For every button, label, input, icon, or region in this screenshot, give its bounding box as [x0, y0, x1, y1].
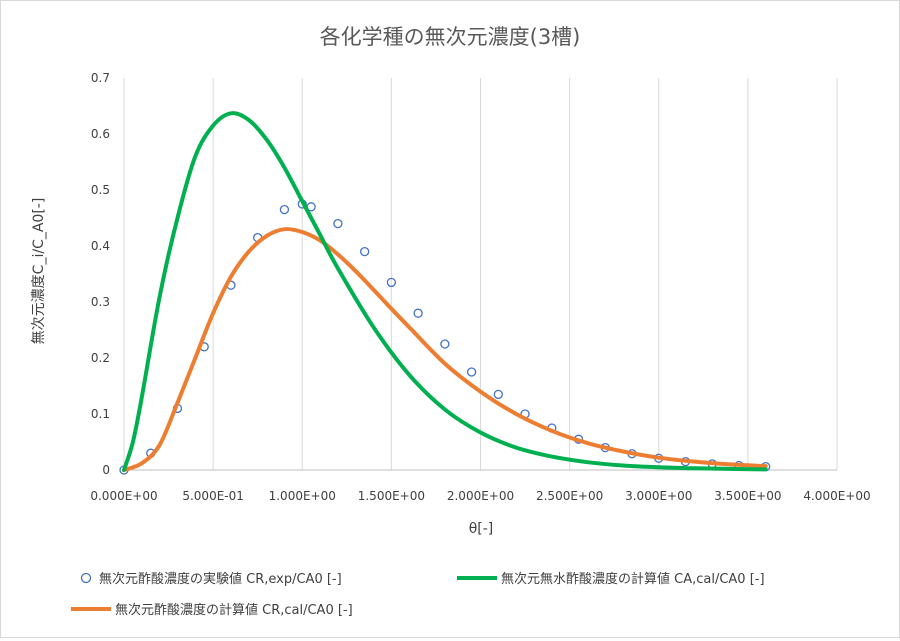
- y-tick-label: 0.1: [91, 407, 110, 421]
- legend-label-anhydride: 無次元無水酢酸濃度の計算値 CA,cal/CA0 [-]: [501, 571, 765, 587]
- x-tick-label: 2.500E+00: [536, 489, 603, 503]
- legend: 無次元酢酸濃度の実験値 CR,exp/CA0 [-] 無次元無水酢酸濃度の計算値…: [71, 571, 765, 618]
- legend-item-acid-cal: 無次元酢酸濃度の計算値 CR,cal/CA0 [-]: [71, 602, 353, 618]
- y-tick-label: 0.7: [91, 71, 110, 85]
- x-tick-label: 3.500E+00: [714, 489, 781, 503]
- x-tick-label: 0.000E+00: [90, 489, 157, 503]
- legend-label-exp: 無次元酢酸濃度の実験値 CR,exp/CA0 [-]: [99, 571, 342, 587]
- y-tick-label: 0.4: [91, 239, 110, 253]
- data-point-exp: [359, 246, 370, 257]
- data-point-exp: [493, 389, 503, 400]
- data-point-exp: [440, 339, 450, 349]
- x-tick-labels: 0.000E+00 5.000E-01 1.000E+00 1.500E+00 2.00…: [90, 489, 870, 503]
- y-tick-labels: 0 0.1 0.2 0.3 0.4 0.5 0.6 0.7: [91, 71, 110, 477]
- data-point-exp: [386, 277, 397, 288]
- x-tick-label: 3.000E+00: [625, 489, 692, 503]
- x-axis-label: θ[-]: [469, 521, 494, 537]
- y-tick-label: 0.5: [91, 183, 110, 197]
- data-point-exp: [333, 218, 343, 229]
- y-tick-label: 0.2: [91, 351, 110, 365]
- x-tick-label: 4.000E+00: [803, 489, 870, 503]
- legend-item-anhydride: 無次元無水酢酸濃度の計算値 CA,cal/CA0 [-]: [457, 571, 765, 587]
- x-tick-label: 2.000E+00: [447, 489, 514, 503]
- x-tick-label: 5.000E-01: [182, 489, 244, 503]
- data-point-exp: [466, 367, 477, 377]
- grid: [212, 78, 838, 470]
- y-tick-label: 0.6: [91, 127, 110, 141]
- data-point-exp: [413, 308, 423, 318]
- data-point-exp: [279, 204, 290, 215]
- series-line-anhydride: [122, 111, 768, 472]
- x-tick-label: 1.000E+00: [269, 489, 336, 503]
- chart-title: 各化学種の無次元濃度(3槽): [320, 25, 581, 49]
- legend-item-exp: 無次元酢酸濃度の実験値 CR,exp/CA0 [-]: [80, 571, 342, 587]
- legend-label-acid-cal: 無次元酢酸濃度の計算値 CR,cal/CA0 [-]: [115, 602, 353, 618]
- x-tick-label: 1.500E+00: [358, 489, 425, 503]
- plot-area: [119, 111, 771, 475]
- y-axis-label: 無次元濃度C_i/C_A0[-]: [31, 198, 47, 345]
- y-tick-label: 0: [102, 463, 110, 477]
- series-line-acid-cal: [122, 227, 768, 472]
- y-tick-label: 0.3: [91, 295, 110, 309]
- legend-marker-circle-icon: [80, 572, 92, 584]
